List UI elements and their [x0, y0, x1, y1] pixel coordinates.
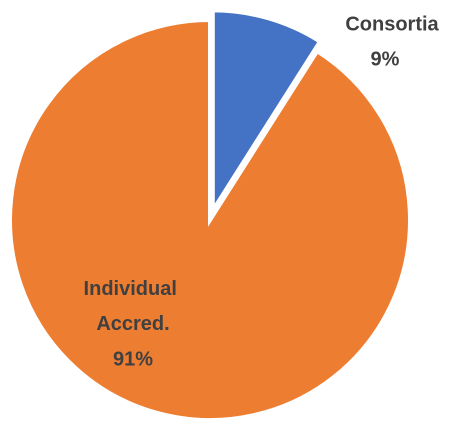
pie-slice: [210, 8, 323, 218]
pie-slice: [8, 17, 412, 422]
slice-label: Individual Accred.: [84, 278, 183, 335]
slice-value-label: 9%: [371, 48, 400, 70]
slice-label: Consortia: [345, 13, 439, 35]
slice-value-label: 91%: [113, 348, 153, 370]
